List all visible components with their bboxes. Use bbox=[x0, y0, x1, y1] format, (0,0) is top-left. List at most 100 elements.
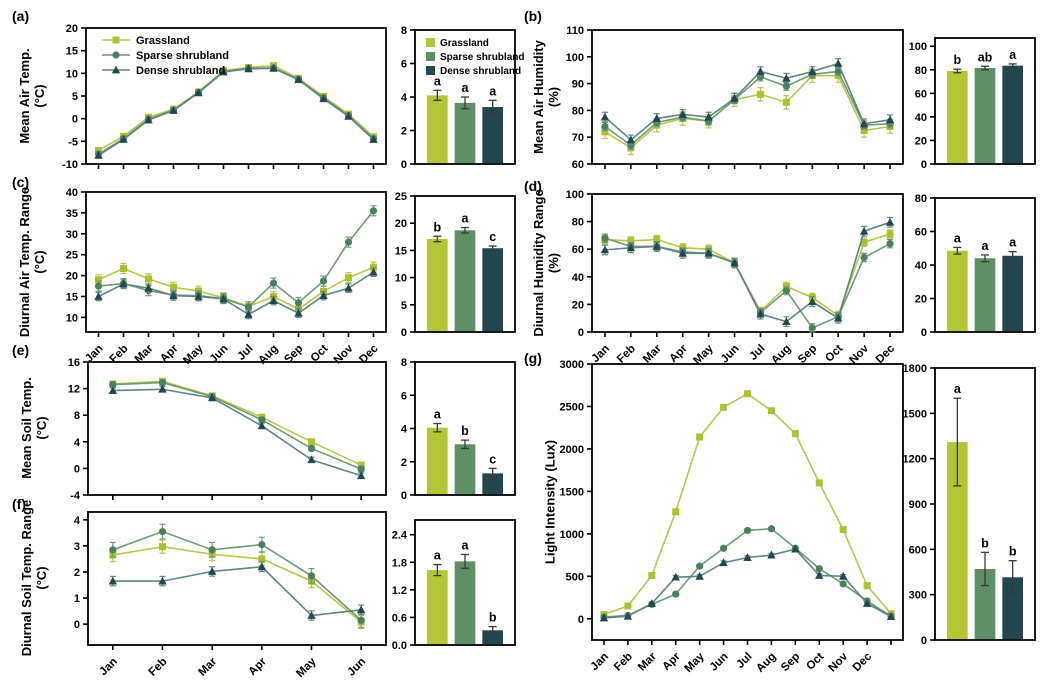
panel-f-bar-chart: a a b 0.0 0.6 1.2 1.8 2.4 bbox=[392, 519, 516, 652]
y-tick-label: 1.2 bbox=[392, 585, 407, 597]
x-tick-label: May bbox=[181, 342, 206, 367]
panel-c-series-dense-shrubland bbox=[94, 267, 378, 320]
y-tick-label: 4 bbox=[74, 515, 81, 527]
y-tick-label: 1500 bbox=[560, 486, 584, 498]
bar-grassland bbox=[427, 95, 448, 164]
y-tick-label: 0 bbox=[74, 619, 80, 631]
significance-letter: a bbox=[462, 81, 470, 95]
x-tick-label: May bbox=[682, 650, 707, 675]
y-tick-label: 16 bbox=[68, 357, 80, 369]
y-tick-label: 1500 bbox=[903, 408, 927, 420]
y-tick-label: -10 bbox=[62, 159, 78, 171]
panel-a-line-chart: -10 -5 0 5 10 15 20 Grassland Sparse shrubland De… bbox=[62, 23, 387, 171]
significance-letter: a bbox=[489, 84, 497, 98]
y-tick-label: 12 bbox=[68, 384, 80, 396]
bar-grassland bbox=[947, 70, 968, 164]
panel-c-y-axis-title: Diurnal Air Temp. Range (°C) bbox=[17, 186, 47, 338]
x-tick-label: Mar bbox=[641, 342, 664, 365]
y-tick-label: 20 bbox=[395, 218, 407, 230]
bar-dense-shrubland bbox=[482, 248, 503, 332]
panel-a-bar-chart: a a a 0 2 4 6 8 Grassland Sparse shrubland Dense s… bbox=[401, 25, 525, 171]
bar-grassland bbox=[947, 250, 968, 332]
panel-g-y-axis-title: Light Intensity (Lux) bbox=[542, 439, 558, 565]
x-tick-label: Jun bbox=[708, 651, 731, 674]
y-tick-label: 20 bbox=[915, 135, 927, 147]
panel-g-label: (g) bbox=[524, 350, 542, 366]
bar-grassland bbox=[947, 442, 968, 640]
panel-e-bar-chart: a b c 0 2 4 6 8 bbox=[401, 357, 516, 502]
legend-label: Grassland bbox=[136, 35, 190, 47]
y-tick-label: 0.6 bbox=[392, 612, 407, 624]
significance-letter: a bbox=[462, 538, 470, 552]
panel-e-label: (e) bbox=[12, 342, 30, 358]
panel-a-bar-legend: Grassland Sparse shrubland Dense shrubland bbox=[426, 38, 524, 77]
y-tick-label: 10 bbox=[66, 68, 78, 80]
y-tick-label: 3000 bbox=[560, 359, 584, 371]
x-tick-label: Nov bbox=[847, 342, 871, 366]
y-tick-label: 60 bbox=[572, 159, 584, 171]
x-tick-label: Jan bbox=[590, 343, 613, 366]
y-tick-label: 2.4 bbox=[392, 530, 408, 542]
x-tick-label: Jun bbox=[719, 343, 742, 366]
panel-a-line-legend: Grassland Sparse shrubland Dense shrubland bbox=[102, 35, 229, 77]
panel-f-series-grassland bbox=[109, 539, 365, 630]
x-tick-label: Jul bbox=[235, 343, 255, 363]
y-tick-label: 30 bbox=[66, 229, 78, 241]
y-tick-label: 0 bbox=[401, 490, 407, 502]
x-tick-label: Feb bbox=[147, 656, 170, 679]
y-tick-label: 10 bbox=[66, 312, 78, 324]
panel-g-bar-chart: a b b 0 300 600 900 1200 1500 1800 bbox=[903, 363, 1036, 647]
y-tick-label: -5 bbox=[68, 136, 78, 148]
x-tick-label: Feb bbox=[612, 651, 635, 674]
panel-b-label: (b) bbox=[524, 8, 542, 24]
significance-letter: a bbox=[954, 382, 962, 396]
panel-b-series-sparse-shrubland bbox=[601, 66, 894, 150]
bar-sparse-shrubland bbox=[454, 561, 476, 645]
y-tick-label: 100 bbox=[566, 52, 584, 64]
y-tick-label: 5 bbox=[72, 91, 78, 103]
x-tick-label: Dec bbox=[851, 650, 875, 674]
panel-d-bar-chart: a a a 0 20 40 60 80 bbox=[915, 193, 1036, 339]
x-tick-label: Jul bbox=[734, 651, 754, 671]
panel-e-series-dense-shrubland bbox=[108, 384, 366, 480]
legend-label: Grassland bbox=[440, 38, 489, 49]
y-tick-label: 15 bbox=[66, 291, 78, 303]
y-tick-label: 0 bbox=[72, 114, 78, 126]
significance-letter: b bbox=[489, 611, 497, 625]
bar-dense-shrubland bbox=[1002, 255, 1023, 332]
y-tick-label: 100 bbox=[909, 41, 927, 53]
x-tick-label: Mar bbox=[196, 655, 219, 678]
panel-f-series-dense-shrubland bbox=[108, 561, 366, 621]
bar-dense-shrubland bbox=[1002, 577, 1023, 640]
x-tick-label: Mar bbox=[636, 650, 659, 673]
y-tick-label: 60 bbox=[915, 88, 927, 100]
y-tick-label: 2 bbox=[401, 457, 407, 469]
panel-g-series-dense-shrubland bbox=[599, 544, 896, 622]
panel-b-y-axis-title: Mean Air Humidity (%) bbox=[531, 40, 561, 154]
y-tick-label: 4 bbox=[401, 92, 408, 104]
y-tick-label: 900 bbox=[909, 499, 927, 511]
y-tick-label: 0 bbox=[921, 635, 927, 647]
x-tick-label: Dec bbox=[874, 342, 898, 366]
y-tick-label: 1200 bbox=[903, 454, 927, 466]
y-tick-label: 10 bbox=[395, 273, 407, 285]
x-tick-label: Jul bbox=[747, 343, 767, 363]
significance-letter: a bbox=[462, 212, 470, 226]
x-tick-label: Jun bbox=[345, 656, 368, 679]
y-tick-label: 60 bbox=[915, 227, 927, 239]
y-tick-label: 20 bbox=[572, 299, 584, 311]
significance-letter: a bbox=[434, 549, 442, 563]
y-tick-label: 25 bbox=[66, 250, 78, 262]
significance-letter: c bbox=[489, 230, 496, 244]
legend-label: Dense shrubland bbox=[136, 65, 225, 77]
significance-letter: a bbox=[434, 408, 442, 422]
panel-c-series-sparse-shrubland bbox=[94, 205, 378, 313]
legend-label: Sparse shrubland bbox=[136, 50, 229, 62]
y-tick-label: 6 bbox=[401, 59, 407, 71]
y-tick-label: 80 bbox=[572, 217, 584, 229]
significance-letter: b bbox=[461, 424, 469, 438]
y-tick-label: 0 bbox=[921, 159, 927, 171]
